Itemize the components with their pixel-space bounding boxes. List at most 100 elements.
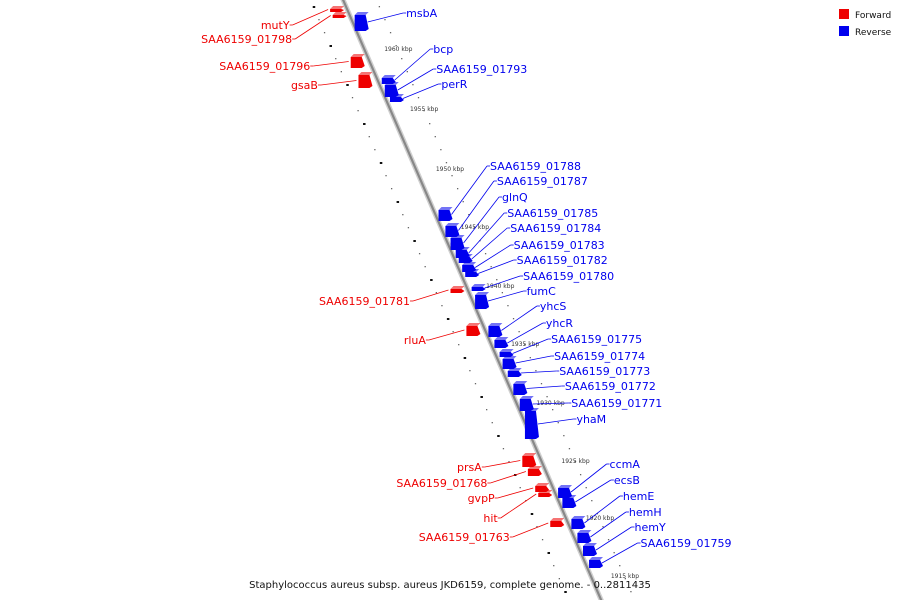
gene-perR[interactable]: perR (389, 78, 468, 102)
scale-tick-left (351, 97, 354, 99)
gene-bevel (458, 254, 473, 257)
kbp-marker: 1940 kbp (486, 283, 514, 290)
gene-label: SAA6159_01793 (436, 63, 527, 76)
gene-SAA6159_01787[interactable]: SAA6159_01787 (445, 175, 588, 237)
gene-label: bcp (433, 43, 453, 56)
scale-tick-left (458, 344, 460, 346)
map-caption: Staphylococcus aureus subsp. aureus JKD6… (249, 580, 651, 591)
gene-msbA[interactable]: msbA (354, 7, 438, 31)
backbone-line (341, 0, 603, 600)
scale-tick-left (541, 539, 544, 541)
gene-SAA6159_01798[interactable]: SAA6159_01798 (201, 12, 347, 46)
gene-rluA[interactable]: rluA (404, 323, 481, 347)
scale-tick-left (363, 123, 366, 125)
gene-bevel (445, 223, 460, 226)
scale-tick-left (430, 279, 433, 281)
gene-yhaM[interactable]: yhaM (524, 408, 606, 439)
gene-arrow-forward (330, 9, 345, 12)
scale-tick-right (395, 45, 397, 47)
gene-hemY[interactable]: hemY (583, 521, 666, 556)
gene-arrow-reverse (475, 295, 490, 309)
scale-tick-right (378, 6, 381, 8)
gene-leader-line (532, 402, 569, 405)
gene-leader-line (478, 259, 514, 274)
scale-tick-right (630, 591, 632, 593)
gene-leader-line (463, 196, 500, 244)
gene-leader-line (394, 48, 431, 81)
gene-bevel (527, 466, 542, 469)
gene-SAA6159_01759[interactable]: SAA6159_01759 (589, 537, 732, 568)
gene-leader-line (451, 165, 488, 215)
gene-SAA6159_01768[interactable]: SAA6159_01768 (396, 466, 542, 490)
gene-prsA[interactable]: prsA (457, 453, 537, 474)
gene-leader-line (397, 68, 434, 91)
gene-bevel (583, 543, 597, 546)
gene-SAA6159_01774[interactable]: SAA6159_01774 (502, 350, 646, 369)
scale-tick-right (524, 344, 526, 346)
scale-tick-right (501, 292, 504, 294)
scale-tick-right (406, 71, 408, 73)
gene-arrow-reverse (513, 384, 528, 395)
legend-forward-label: Forward (855, 11, 891, 21)
gene-ecsB[interactable]: ecsB (562, 474, 640, 508)
gene-SAA6159_01796[interactable]: SAA6159_01796 (219, 54, 365, 73)
gene-SAA6159_01783[interactable]: SAA6159_01783 (462, 239, 605, 272)
scale-tick-right (607, 539, 610, 541)
gene-hit[interactable]: hit (483, 490, 553, 525)
scale-tick-right (568, 448, 571, 450)
gene-SAA6159_01781[interactable]: SAA6159_01781 (319, 286, 465, 308)
gene-arrow-reverse (502, 359, 517, 369)
scale-tick-right (445, 162, 448, 164)
gene-leader-line (515, 355, 552, 364)
scale-tick-right (518, 331, 520, 333)
gene-leader-line (487, 290, 524, 302)
gene-label: yhcR (546, 317, 574, 330)
gene-leader-line (512, 522, 549, 538)
gene-bcp[interactable]: bcp (381, 43, 454, 84)
scale-tick-right (434, 136, 436, 138)
gene-hemE[interactable]: hemE (571, 490, 654, 529)
gene-mutY[interactable]: mutY (261, 6, 345, 32)
gene-glnQ[interactable]: glnQ (450, 191, 529, 250)
gene-yhcS[interactable]: yhcS (488, 300, 566, 337)
gene-gsaB[interactable]: gsaB (291, 72, 373, 92)
gene-leader-line (512, 338, 549, 354)
gene-SAA6159_01771[interactable]: SAA6159_01771 (519, 396, 663, 411)
gene-SAA6159_01784[interactable]: SAA6159_01784 (458, 222, 602, 263)
gene-label: SAA6159_01798 (201, 33, 292, 46)
scale-tick-left (418, 253, 421, 255)
gene-bevel (450, 235, 465, 238)
gene-label: ecsB (614, 474, 640, 487)
gene-label: SAA6159_01783 (514, 239, 605, 252)
gene-bevel (466, 323, 481, 326)
gene-label: SAA6159_01773 (559, 365, 650, 378)
kbp-marker: 1945 kbp (461, 224, 489, 231)
gene-label: SAA6159_01774 (554, 350, 645, 363)
gene-bevel (571, 516, 586, 519)
gene-arrow-reverse (389, 97, 404, 102)
gene-label: msbA (406, 7, 437, 20)
gene-label: SAA6159_01771 (571, 397, 662, 410)
gene-fumC[interactable]: fumC (475, 285, 556, 309)
legend-forward-swatch (839, 9, 849, 19)
gene-bevel (538, 490, 553, 493)
scale-tick-left (346, 84, 349, 86)
gene-SAA6159_01773[interactable]: SAA6159_01773 (507, 365, 651, 378)
gene-SAA6159_01775[interactable]: SAA6159_01775 (499, 333, 643, 357)
kbp-marker: 1925 kbp (561, 458, 589, 465)
gene-SAA6159_01793[interactable]: SAA6159_01793 (384, 63, 528, 97)
gene-yhcR[interactable]: yhcR (494, 317, 573, 348)
gene-label: gvpP (468, 492, 495, 505)
gene-bevel (332, 12, 347, 15)
gene-SAA6159_01782[interactable]: SAA6159_01782 (465, 254, 608, 277)
gene-SAA6159_01780[interactable]: SAA6159_01780 (471, 270, 615, 291)
gene-SAA6159_01763[interactable]: SAA6159_01763 (419, 518, 565, 544)
gene-SAA6159_01788[interactable]: SAA6159_01788 (438, 160, 582, 221)
gene-SAA6159_01772[interactable]: SAA6159_01772 (513, 380, 656, 395)
scale-tick-right (440, 149, 442, 151)
scale-tick-left (402, 214, 404, 216)
gene-hemH[interactable]: hemH (577, 506, 662, 543)
scale-tick-left (340, 71, 342, 73)
gene-bevel (494, 337, 509, 340)
gene-bevel (450, 286, 465, 289)
